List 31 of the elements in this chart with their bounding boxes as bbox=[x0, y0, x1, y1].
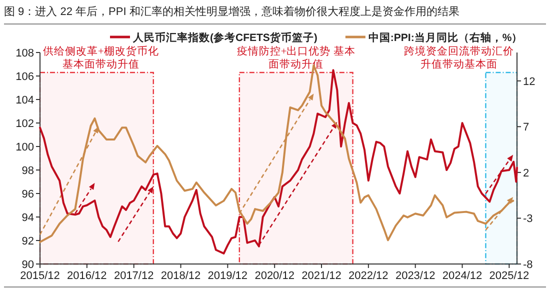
y2-tick-label: 7 bbox=[523, 122, 530, 134]
y-tick-label: 92 bbox=[22, 236, 34, 248]
y-tick-label: 100 bbox=[16, 142, 34, 154]
y-tick-label: 108 bbox=[16, 48, 34, 60]
y-tick-label: 104 bbox=[16, 94, 34, 106]
y-tick-label: 98 bbox=[22, 165, 34, 177]
legend-label: 中国:PPI:当月同比（右轴，%） bbox=[368, 31, 523, 44]
x-tick-label: 2016/12 bbox=[67, 270, 107, 282]
legend-label: 人民币汇率指数(参考CFETS货币篮子) bbox=[132, 31, 318, 44]
chart-title: 图 9：进入 22 年后，PPI 和汇率的相关性明显增强，意味着物价很大程度上是资金作用的结果 bbox=[4, 5, 460, 18]
x-tick-label: 2025/12 bbox=[489, 270, 530, 282]
x-tick-label: 2023/12 bbox=[395, 270, 436, 282]
x-tick-label: 2017/12 bbox=[114, 270, 154, 282]
y2-tick-label: 2 bbox=[523, 167, 530, 180]
y2-tick-label: -3 bbox=[523, 213, 533, 226]
x-tick-label: 2021/12 bbox=[302, 270, 342, 282]
y-tick-label: 94 bbox=[22, 212, 34, 224]
y2-tick-label: -8 bbox=[523, 259, 533, 271]
band-label: 供给侧改革+棚改货币化基本面带动升值 bbox=[43, 44, 159, 70]
x-tick-label: 2020/12 bbox=[254, 270, 294, 282]
x-tick-label: 2019/12 bbox=[208, 270, 248, 282]
y-tick-label: 90 bbox=[22, 259, 34, 271]
y2-tick-label: 12 bbox=[523, 76, 536, 88]
band-label: 跨境资金回流带动汇价升值带动基本面 bbox=[404, 44, 514, 70]
x-tick-label: 2015/12 bbox=[20, 270, 60, 282]
x-tick-label: 2022/12 bbox=[348, 270, 388, 282]
x-tick-label: 2018/12 bbox=[160, 270, 201, 282]
y-tick-label: 102 bbox=[16, 118, 34, 130]
x-tick-label: 2024/12 bbox=[442, 270, 482, 282]
y-tick-label: 96 bbox=[22, 188, 34, 200]
y-tick-label: 106 bbox=[16, 71, 34, 83]
